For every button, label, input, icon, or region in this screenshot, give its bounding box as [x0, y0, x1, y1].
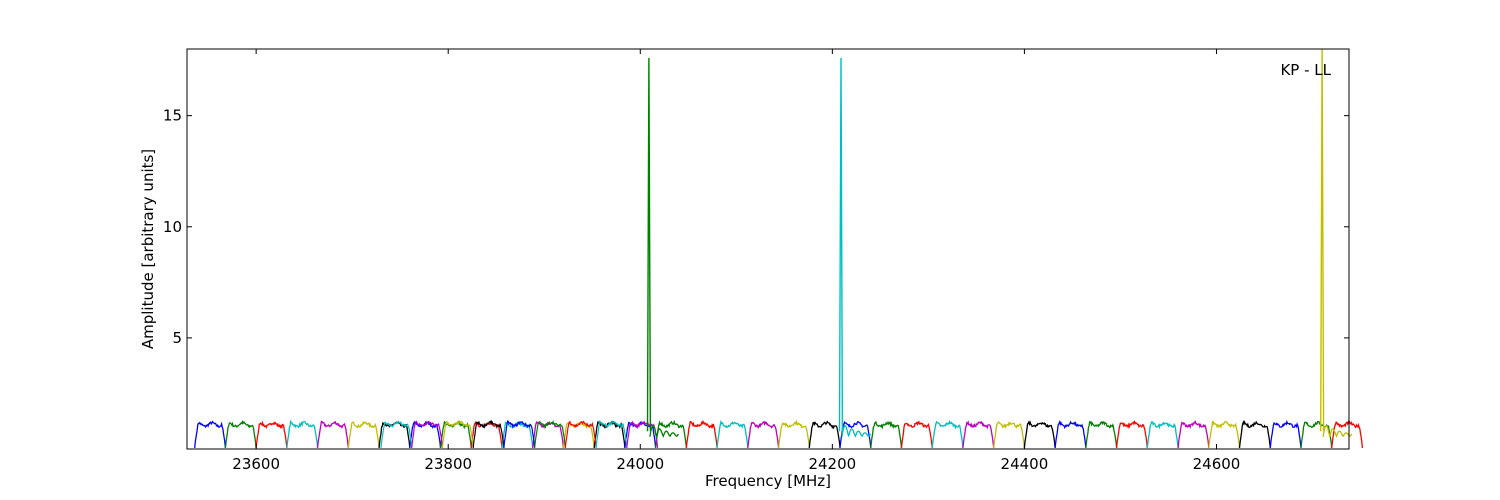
overlap-band-6 [564, 420, 597, 448]
channel-band-34 [1238, 420, 1271, 448]
spike-ringing-2 [1322, 424, 1353, 439]
channel-band-4 [316, 420, 349, 448]
channel-band-35 [1269, 419, 1302, 448]
x-tick-label-3: 24200 [808, 455, 856, 473]
channel-band-32 [1177, 420, 1210, 448]
overlap-band-5 [534, 419, 566, 448]
channel-band-20 [808, 420, 841, 448]
overlap-band-2 [441, 419, 474, 448]
channel-band-26 [993, 421, 1026, 448]
channel-band-28 [1054, 420, 1087, 448]
channel-band-36 [1300, 420, 1333, 448]
channel-band-19 [777, 419, 810, 448]
tick-layer: 23600 23800 24000 24200 24400 24600 5 10 15 [163, 49, 1349, 473]
channel-band-15 [654, 419, 688, 448]
channel-band-22 [870, 420, 903, 448]
plot-frame [186, 48, 1350, 450]
channel-band-21 [839, 420, 872, 448]
x-tick-label-5: 24600 [1193, 455, 1241, 473]
channel-band-25 [962, 420, 995, 448]
channel-band-2 [255, 420, 288, 448]
spike-ringing-0 [649, 424, 680, 439]
channel-band-30 [1115, 419, 1148, 448]
x-tick-label-4: 24400 [1001, 455, 1049, 473]
overlap-band-1 [411, 420, 443, 448]
overlap-band-4 [503, 419, 536, 448]
channel-band-0 [194, 420, 227, 448]
channel-band-1 [224, 419, 257, 448]
channel-band-18 [747, 420, 780, 448]
overlap-band-3 [472, 419, 505, 448]
y-axis-label: Amplitude [arbitrary units] [139, 149, 157, 349]
y-tick-label-0: 5 [172, 329, 182, 347]
channel-band-17 [716, 419, 749, 448]
series-layer [194, 48, 1364, 448]
channel-band-24 [931, 419, 964, 448]
chart-annotation: KP - LL [1280, 61, 1331, 79]
channel-band-33 [1208, 420, 1241, 448]
x-tick-label-2: 24000 [616, 455, 664, 473]
y-tick-label-2: 15 [163, 107, 182, 125]
channel-band-3 [286, 419, 319, 448]
spike-line-2 [1320, 48, 1325, 432]
channel-band-16 [685, 419, 718, 448]
spike-line-0 [646, 57, 652, 432]
spike-ringing-1 [841, 424, 872, 438]
spike-line-1 [838, 57, 844, 432]
channel-band-29 [1085, 420, 1118, 448]
overlap-band-7 [595, 419, 628, 448]
channel-band-31 [1146, 421, 1179, 448]
channel-band-27 [1023, 420, 1056, 448]
channel-band-23 [900, 420, 933, 448]
overlap-band-0 [380, 420, 413, 448]
x-tick-label-0: 23600 [232, 455, 280, 473]
y-tick-label-1: 10 [163, 218, 182, 236]
channel-band-37 [1331, 420, 1364, 448]
x-tick-label-1: 23800 [424, 455, 472, 473]
x-axis-label: Frequency [MHz] [705, 472, 831, 490]
channel-band-5 [347, 420, 380, 448]
